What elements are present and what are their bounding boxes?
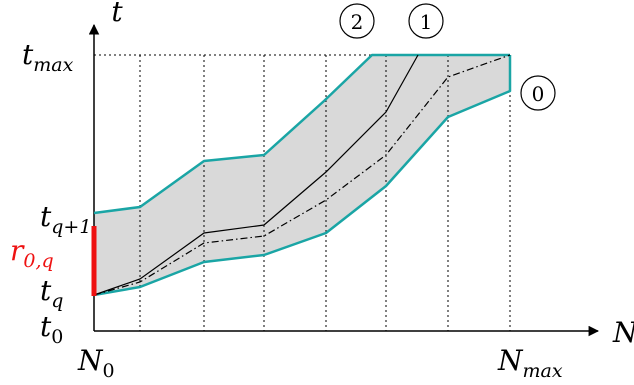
trajectory-solid: [93, 54, 419, 296]
circle-label-1: 1: [408, 3, 444, 39]
lower-bound-curve: [93, 55, 512, 297]
label-n-max: Nmax: [497, 344, 563, 382]
svg-text:0: 0: [532, 82, 545, 106]
circle-label-2: 2: [339, 3, 375, 39]
circle-label-0: 0: [520, 75, 556, 111]
upper-bound-curve: [93, 53, 510, 215]
feasible-band: [94, 55, 510, 295]
label-t-q-plus-1: tq+1: [40, 200, 91, 238]
axis-label-t: t: [111, 0, 123, 28]
svg-text:2: 2: [351, 10, 364, 34]
trajectory-dashdot: [93, 54, 511, 296]
label-n-0: N0: [77, 344, 115, 382]
label-t-max: tmax: [22, 38, 74, 76]
label-t-0: t0: [40, 310, 63, 348]
svg-text:1: 1: [420, 10, 433, 34]
label-t-q: tq: [40, 274, 63, 312]
label-r-0-q: r0,q: [10, 234, 54, 272]
axis-label-n: N: [612, 316, 634, 349]
